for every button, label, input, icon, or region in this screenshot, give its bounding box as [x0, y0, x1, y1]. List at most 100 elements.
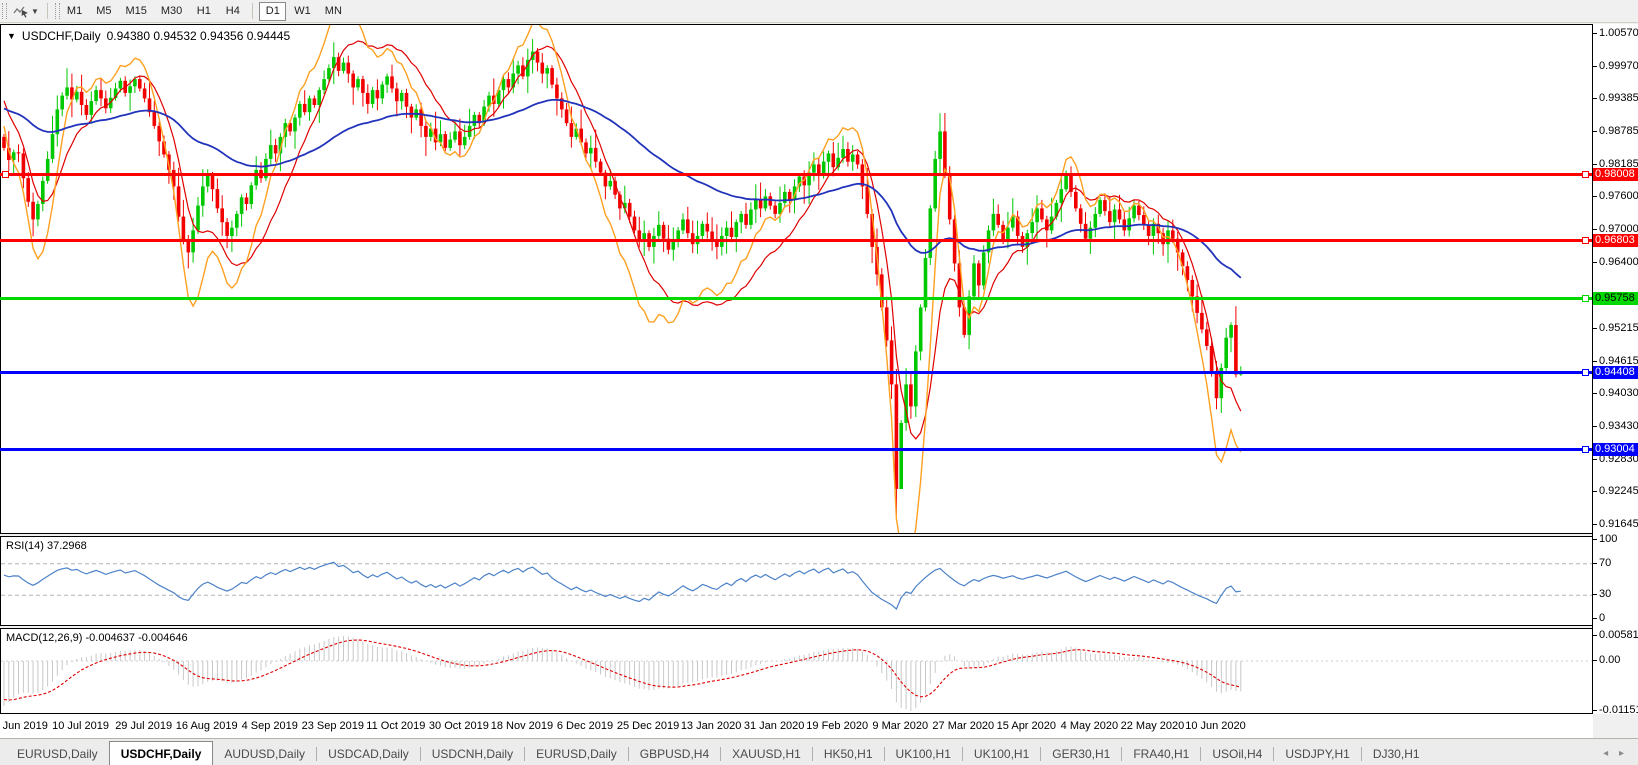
macd-values: -0.004637 -0.004646 [85, 632, 188, 644]
date-label: 4 Sep 2019 [241, 720, 298, 732]
timeframe-button-H4[interactable]: H4 [225, 5, 240, 17]
tab-separator [316, 747, 318, 761]
price-tick [1593, 425, 1597, 427]
price-tick [1593, 164, 1597, 166]
tab-scroll-arrows-icon[interactable]: ◂ ▸ [1603, 748, 1628, 759]
level-marker-left[interactable] [2, 170, 9, 178]
level-marker[interactable] [1582, 368, 1589, 376]
chart-tab-UK100-H1[interactable]: UK100,H1 [973, 747, 1030, 761]
level-price-badge: 0.94408 [1593, 365, 1638, 379]
toolbar-separator [46, 3, 48, 19]
tab-separator [883, 747, 885, 761]
chart-tab-USDCHF-Daily[interactable]: USDCHF,Daily [108, 741, 214, 765]
timeframe-button-W1[interactable]: W1 [294, 5, 311, 17]
toolbar-grip-2[interactable] [54, 3, 60, 19]
one-click-collapse-icon[interactable]: ▼ [7, 31, 16, 41]
chart-tab-FRA40-H1[interactable]: FRA40,H1 [1133, 747, 1190, 761]
chart-tab-UK100-H1[interactable]: UK100,H1 [895, 747, 951, 761]
date-label: 21 Jun 2019 [0, 720, 48, 732]
rsi-tick-label: 100 [1599, 533, 1618, 545]
chart-title: ▼ USDCHF,Daily 0.94380 0.94532 0.94356 0… [7, 29, 290, 43]
chart-tab-EURUSD-Daily[interactable]: EURUSD,Daily [536, 747, 617, 761]
tab-separator [961, 747, 963, 761]
price-tick-label: 0.99385 [1599, 92, 1638, 105]
macd-label: MACD(12,26,9) -0.004637 -0.004646 [6, 632, 188, 644]
macd-tick-label: -0.011514 [1599, 704, 1638, 716]
macd-tick-label: 0.005818 [1599, 629, 1638, 641]
level-line-0.95758[interactable] [0, 296, 1592, 300]
timeframe-group-separator [252, 3, 254, 19]
level-line-0.96803[interactable] [0, 239, 1592, 243]
chart-tab-HK50-H1[interactable]: HK50,H1 [823, 747, 873, 761]
chart-tool-caret-icon[interactable]: ▼ [31, 6, 39, 16]
rsi-panel: RSI(14) 37.2968 [0, 536, 1593, 626]
timeframe-button-H1[interactable]: H1 [196, 5, 211, 17]
macd-tick [1593, 710, 1597, 711]
level-line-0.94408[interactable] [0, 370, 1592, 374]
rsi-tick-label: 0 [1599, 612, 1606, 624]
chart-ohlc-values: 0.94380 0.94532 0.94356 0.94445 [106, 29, 291, 43]
date-label: 27 Mar 2020 [932, 720, 995, 732]
date-label: 19 Feb 2020 [806, 720, 869, 732]
price-chart-canvas[interactable] [1, 25, 1592, 533]
chart-tab-XAUUSD-H1[interactable]: XAUUSD,H1 [732, 747, 801, 761]
tab-separator [1040, 747, 1042, 761]
tab-separator [1273, 747, 1275, 761]
price-tick [1593, 98, 1597, 100]
price-tick [1593, 131, 1597, 133]
date-label: 18 Nov 2019 [490, 720, 554, 732]
price-tick [1593, 392, 1597, 394]
level-line-0.98008[interactable] [0, 172, 1592, 176]
tab-separator [1360, 747, 1362, 761]
date-label: 22 May 2020 [1120, 720, 1185, 732]
price-tick-label: 0.91645 [1599, 518, 1638, 530]
timeframe-button-D1[interactable]: D1 [259, 1, 287, 21]
rsi-canvas[interactable] [1, 537, 1592, 625]
date-label: 16 Aug 2019 [175, 720, 238, 732]
macd-panel: MACD(12,26,9) -0.004637 -0.004646 [0, 628, 1593, 714]
axis-border-line [1592, 24, 1593, 714]
level-marker[interactable] [1582, 237, 1589, 245]
toolbar-grip[interactable] [2, 3, 7, 19]
level-marker[interactable] [1582, 294, 1589, 302]
price-tick [1593, 196, 1597, 198]
rsi-tick [1593, 618, 1597, 619]
chart-tab-EURUSD-Daily[interactable]: EURUSD,Daily [17, 747, 98, 761]
chart-tabs: EURUSD,Daily USDCHF,Daily AUDUSD,Daily USDC… [6, 741, 1431, 765]
date-label: 10 Jul 2019 [52, 720, 110, 732]
chart-tab-USDJPY-H1[interactable]: USDJPY,H1 [1285, 747, 1350, 761]
price-tick-label: 0.97000 [1599, 223, 1638, 236]
tab-separator [811, 747, 813, 761]
macd-tick [1593, 660, 1597, 661]
chart-tab-bar: EURUSD,Daily USDCHF,Daily AUDUSD,Daily USDC… [0, 738, 1638, 765]
chart-cursor-icon[interactable] [11, 2, 31, 20]
macd-canvas[interactable] [1, 629, 1592, 713]
timeframe-button-M1[interactable]: M1 [66, 5, 83, 17]
rsi-label: RSI(14) 37.2968 [6, 540, 87, 552]
date-label: 25 Dec 2019 [616, 720, 680, 732]
price-tick [1593, 66, 1597, 67]
timeframe-button-M15[interactable]: M15 [125, 5, 147, 17]
level-marker[interactable] [1582, 170, 1589, 178]
chart-tab-USDCNH-Daily[interactable]: USDCNH,Daily [431, 747, 514, 761]
rsi-tick-label: 30 [1599, 588, 1612, 601]
level-price-badge: 0.98008 [1593, 167, 1638, 181]
price-tick-label: 0.99970 [1599, 60, 1638, 72]
chart-tab-USDCAD-Daily[interactable]: USDCAD,Daily [328, 747, 409, 761]
date-label: 10 Jun 2020 [1185, 720, 1246, 732]
tab-separator [1121, 747, 1123, 761]
chart-tab-GBPUSD-H4[interactable]: GBPUSD,H4 [639, 747, 710, 761]
tab-separator [419, 747, 421, 761]
date-label: 11 Oct 2019 [366, 720, 426, 732]
chart-tab-USOil-H4[interactable]: USOil,H4 [1212, 747, 1263, 761]
timeframe-button-M5[interactable]: M5 [96, 5, 112, 17]
level-line-0.93004[interactable] [0, 448, 1592, 452]
level-marker[interactable] [1582, 446, 1589, 454]
timeframe-button-M30[interactable]: M30 [160, 5, 183, 17]
timeframe-button-MN[interactable]: MN [324, 5, 342, 17]
chart-tab-AUDUSD-Daily[interactable]: AUDUSD,Daily [224, 747, 306, 761]
chart-tab-DJ30-H1[interactable]: DJ30,H1 [1372, 747, 1420, 761]
chart-tab-GER30-H1[interactable]: GER30,H1 [1052, 747, 1111, 761]
price-tick-label: 0.97600 [1599, 190, 1638, 203]
